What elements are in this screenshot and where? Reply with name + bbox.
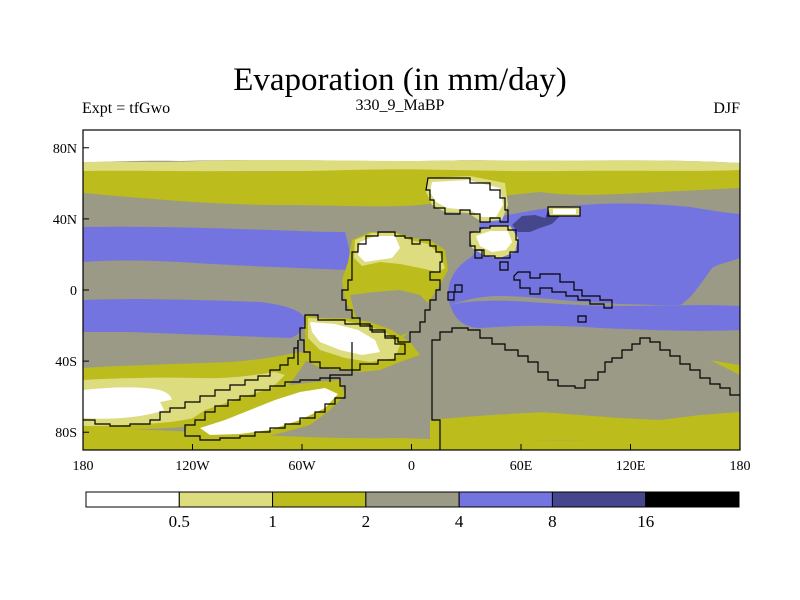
field-north-olive-band [83,169,740,207]
land-south-block-white [200,388,338,435]
x-tick-label: 180 [730,459,751,474]
colorbar-level-label: 8 [548,512,557,531]
field-south-blue-band [83,299,305,338]
coast-ne-island [547,206,581,217]
coast-south-block [184,377,346,441]
coast-east-archipelago [513,271,613,309]
field-bottom-olive [83,428,740,450]
land-east-block-grey [432,325,740,420]
experiment-label: Expt = tfGwo [82,100,171,117]
land-central-white [358,236,400,262]
field-north-blue-band [83,226,351,270]
y-tick-label: 40N [53,213,77,228]
x-axis: 180 120W 60W 0 60E 120E 180 [73,444,751,474]
coast-gondwana-west [299,314,406,371]
x-tick-label: 120E [616,459,646,474]
colorbar-level-label: 2 [362,512,371,531]
coast-small-islands [447,249,587,323]
x-tick-label: 180 [73,459,94,474]
colorbar-level-label: 0.5 [169,512,190,531]
map-title: Evaporation (in mm/day) [233,62,567,98]
colorbar-swatch [645,491,740,508]
x-tick-label: 60W [288,459,316,474]
colorbar-swatch [458,491,553,508]
season-label: DJF [713,100,740,117]
field-south-white-patch-1 [83,387,172,419]
y-tick-label: 80S [55,426,77,441]
colorbar-level-label: 4 [455,512,464,531]
colorbar-swatch [85,491,180,508]
coast-east-block [431,327,740,396]
land-east-island-white [476,231,512,252]
coast-north-america [425,177,509,223]
colorbar-swatch [551,491,647,508]
coastlines [83,177,740,450]
coast-central-landmass [341,231,443,343]
y-tick-label: 40S [55,355,77,370]
x-tick-label: 60E [510,459,533,474]
x-tick-label: 120W [175,459,210,474]
time-period-label: 330_9_MaBP [355,97,445,114]
colorbar-swatch [272,491,367,508]
colorbar-swatch [178,491,274,508]
evaporation-field [83,130,740,450]
field-north-pale-band [83,160,740,172]
coast-south-west-rim [83,340,299,427]
y-tick-label: 80N [53,142,77,157]
land-gondwana-west-white [310,322,380,355]
land-north-america-white [430,180,503,217]
x-tick-label: 0 [408,459,415,474]
coast-central-links [297,340,441,450]
field-north-polar [83,130,740,163]
land-south-block-pale [160,395,215,415]
colorbar-swatch [365,491,460,508]
field-south-blue-band-east [450,300,740,331]
colorbar-level-label: 16 [637,512,654,531]
colorbar-level-label: 1 [268,512,277,531]
y-axis: 80N 40N 0 40S 80S [53,142,89,441]
colorbar: 0.5 1 2 4 8 16 [85,491,740,531]
y-tick-label: 0 [70,284,77,299]
land-ne-island-white [553,209,576,214]
